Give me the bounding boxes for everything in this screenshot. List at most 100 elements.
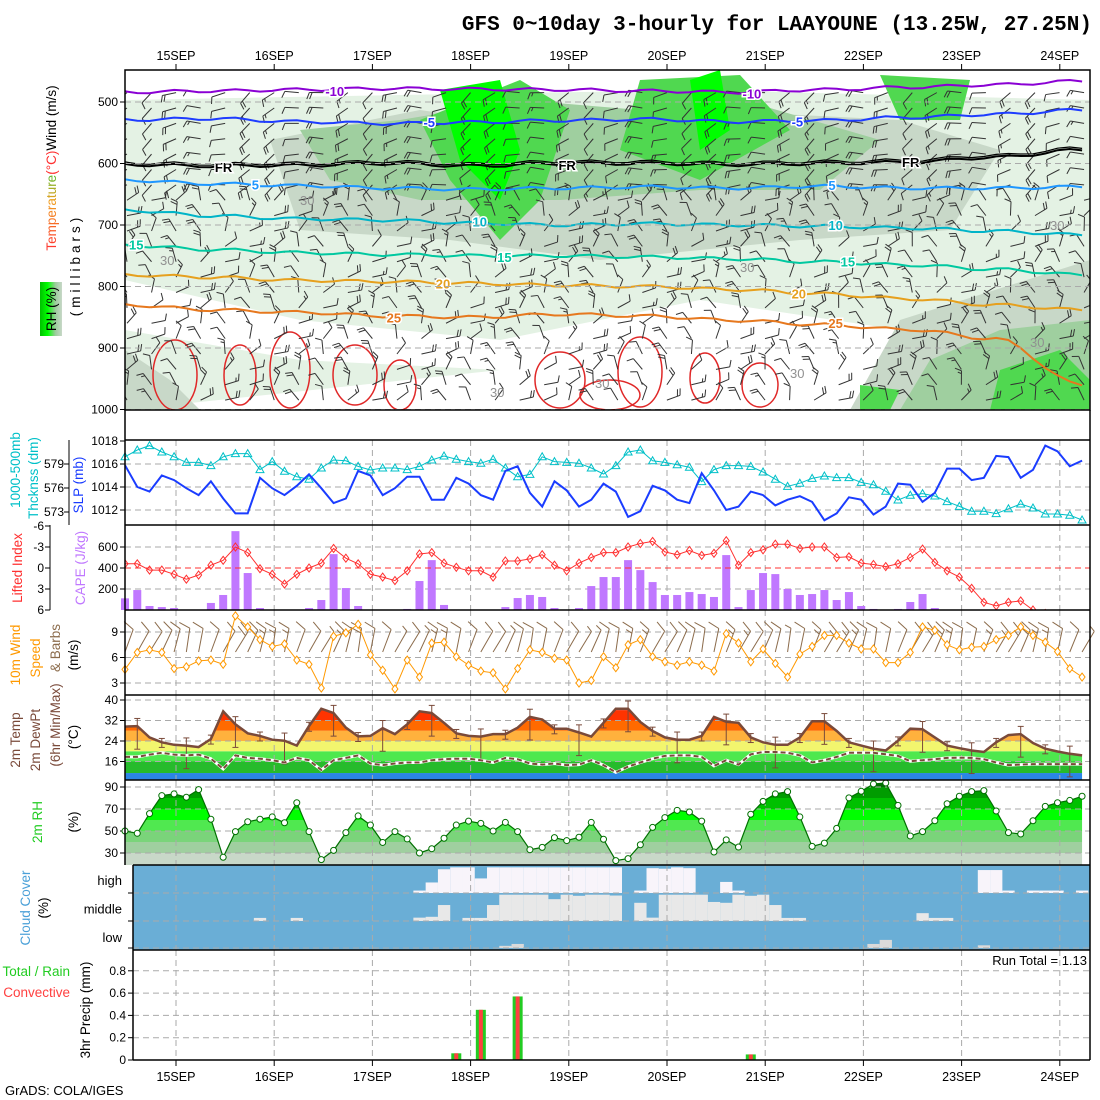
isotherm-label: -5 bbox=[792, 115, 804, 130]
upper-wind-barb bbox=[971, 151, 986, 155]
upper-wind-barb bbox=[726, 106, 741, 109]
rh-point bbox=[882, 779, 890, 787]
upper-wind-barb bbox=[505, 153, 520, 157]
upper-wind-barb bbox=[141, 92, 152, 104]
li-point bbox=[661, 547, 669, 557]
upper-wind-barb bbox=[1083, 321, 1090, 324]
upper-wind-barb-flag bbox=[810, 307, 818, 313]
upper-wind-barb-flag bbox=[778, 313, 781, 321]
upper-wind-barb-flag bbox=[999, 390, 1002, 398]
wind10-barb bbox=[664, 631, 678, 653]
upper-wind-barb bbox=[322, 263, 327, 278]
rh-point bbox=[747, 810, 755, 818]
cloud-bar-high bbox=[732, 890, 745, 893]
upper-wind-barb-flag bbox=[963, 305, 970, 312]
cloud-bar-high bbox=[609, 867, 622, 893]
upper-wind-barb-flag bbox=[602, 250, 610, 254]
upper-wind-barb-flag bbox=[577, 200, 581, 208]
rh-point bbox=[820, 839, 828, 847]
upper-wind-barb-flag bbox=[558, 129, 562, 137]
upper-wind-barb-flag bbox=[902, 118, 907, 125]
cloud-bar-high bbox=[474, 878, 488, 893]
wind10-barb bbox=[541, 628, 548, 653]
thickness-point bbox=[991, 508, 1002, 518]
upper-wind-barb-flag bbox=[1021, 283, 1029, 287]
upper-wind-barb-flag bbox=[602, 373, 610, 377]
upper-wind-barb-flag bbox=[530, 268, 533, 276]
wind10-barb bbox=[615, 628, 620, 653]
wind10-barb bbox=[173, 628, 181, 653]
precip-conv-bar bbox=[478, 1009, 483, 1060]
upper-wind-barb-flag bbox=[996, 187, 1004, 191]
upper-wind-barb bbox=[396, 342, 406, 355]
upper-wind-barb-flag bbox=[771, 337, 776, 345]
upper-wind-barb-flag bbox=[848, 121, 853, 128]
rh-point bbox=[268, 813, 276, 821]
tick-label: 1012 bbox=[91, 503, 118, 517]
upper-wind-barb bbox=[216, 311, 226, 324]
upper-wind-barb-flag bbox=[456, 329, 459, 337]
upper-wind-barb-flag bbox=[677, 267, 680, 275]
wind10-barb bbox=[198, 628, 204, 653]
upper-wind-barb-flag bbox=[384, 94, 387, 102]
upper-wind-barb-flag bbox=[946, 91, 951, 98]
wind10-barb-flag bbox=[1041, 629, 1049, 634]
upper-wind-barb bbox=[298, 210, 313, 217]
thickness-point bbox=[488, 454, 498, 463]
upper-wind-barb-flag bbox=[211, 202, 219, 205]
upper-wind-barb bbox=[928, 249, 938, 263]
li-point bbox=[145, 565, 154, 575]
wind10-barb-flag bbox=[841, 621, 850, 632]
rh-point bbox=[550, 834, 558, 842]
rh-point bbox=[281, 819, 289, 827]
upper-wind-barb-flag bbox=[583, 179, 589, 187]
upper-wind-barb-flag bbox=[364, 214, 372, 218]
thickness-point bbox=[414, 461, 425, 470]
lifted-index-label: Lifted Index bbox=[10, 533, 25, 603]
wind10-barb-flag bbox=[897, 621, 908, 631]
upper-wind-barb-flag bbox=[234, 231, 238, 239]
upper-wind-barb bbox=[186, 105, 201, 109]
wind10-barb-flag bbox=[170, 621, 181, 630]
upper-wind-barb-flag bbox=[233, 296, 241, 300]
upper-wind-barb-flag bbox=[245, 320, 253, 326]
upper-wind-barb bbox=[396, 391, 409, 401]
rh-contour-label: 30 bbox=[160, 253, 174, 268]
upper-wind-barb-flag bbox=[262, 359, 266, 367]
upper-wind-barb-flag bbox=[675, 189, 683, 193]
upper-wind-barb bbox=[530, 136, 545, 140]
upper-wind-barb-flag bbox=[175, 320, 182, 326]
wind10-barb-flag bbox=[255, 621, 267, 630]
upper-wind-barb-flag bbox=[1070, 329, 1073, 337]
upper-wind-barb-flag bbox=[777, 130, 780, 138]
wind10-point bbox=[796, 649, 804, 659]
upper-wind-barb-flag bbox=[747, 136, 752, 144]
upper-wind-barb-flag bbox=[479, 323, 483, 331]
wind10-point bbox=[440, 637, 448, 648]
upper-wind-barb-flag bbox=[431, 111, 434, 119]
upper-wind-barb bbox=[362, 123, 373, 135]
rh-point bbox=[305, 828, 313, 836]
upper-wind-barb-flag bbox=[798, 219, 806, 223]
upper-wind-barb-flag bbox=[265, 146, 269, 153]
upper-wind-barb-flag bbox=[362, 133, 368, 141]
upper-wind-barb-flag bbox=[845, 151, 850, 159]
cape-bar bbox=[440, 604, 449, 610]
cloud-bar-middle bbox=[572, 895, 586, 921]
upper-wind-barb-flag bbox=[727, 138, 730, 143]
li-point bbox=[428, 547, 436, 558]
rh-point bbox=[465, 817, 473, 825]
wind10-barb bbox=[1069, 629, 1080, 653]
rh-shading bbox=[860, 385, 900, 410]
isotherm-label: FR bbox=[902, 155, 920, 170]
upper-wind-barb bbox=[222, 293, 226, 308]
li-point bbox=[563, 565, 571, 576]
cape-bar bbox=[857, 606, 866, 610]
upper-wind-barb-flag bbox=[800, 221, 808, 225]
upper-wind-barb-flag bbox=[773, 235, 781, 239]
temp-30c-contour bbox=[332, 344, 378, 406]
upper-wind-barb-flag bbox=[335, 359, 343, 362]
wind10-barb bbox=[480, 630, 494, 653]
upper-wind-barb-flag bbox=[724, 171, 728, 179]
